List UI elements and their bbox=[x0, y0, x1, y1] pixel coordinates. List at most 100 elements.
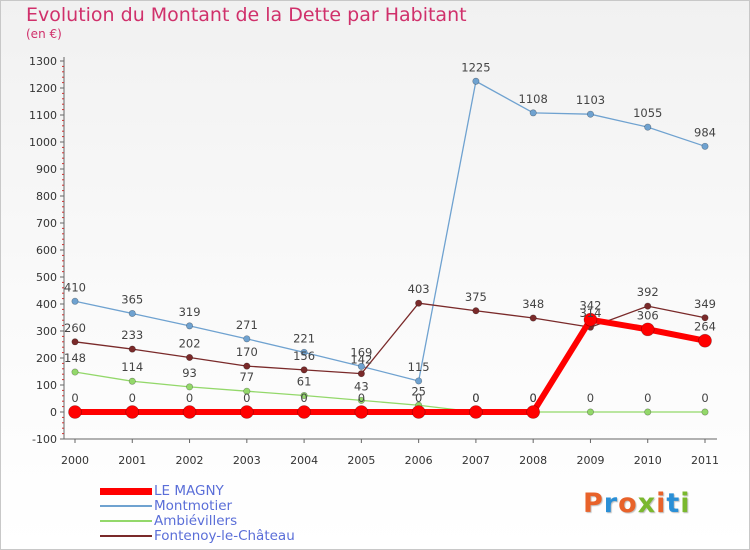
data-label: 93 bbox=[182, 366, 197, 380]
data-label: 0 bbox=[530, 391, 537, 405]
data-label: 0 bbox=[129, 391, 136, 405]
data-point bbox=[415, 299, 423, 307]
x-tick-label: 2002 bbox=[176, 454, 204, 467]
data-point bbox=[698, 333, 712, 348]
data-label: 1108 bbox=[519, 92, 548, 106]
x-tick-label: 2000 bbox=[61, 454, 89, 467]
data-point bbox=[71, 368, 79, 376]
data-point bbox=[469, 405, 483, 419]
legend-label: Fontenoy-le-Château bbox=[154, 528, 295, 544]
logo-letter: P bbox=[583, 488, 604, 519]
data-point bbox=[701, 142, 709, 150]
data-point bbox=[586, 110, 594, 118]
y-tick-label: 700 bbox=[36, 217, 57, 230]
y-tick-label: 0 bbox=[50, 406, 57, 419]
legend-swatch bbox=[100, 505, 152, 507]
data-point bbox=[583, 312, 598, 327]
data-label: 342 bbox=[579, 299, 601, 313]
data-point bbox=[357, 362, 365, 370]
data-point bbox=[71, 297, 79, 305]
data-label: 169 bbox=[350, 345, 372, 359]
data-label: 0 bbox=[415, 391, 422, 405]
data-point bbox=[125, 405, 140, 419]
data-label: 156 bbox=[293, 349, 315, 363]
data-point bbox=[701, 408, 709, 416]
data-point bbox=[243, 387, 251, 395]
data-point bbox=[186, 353, 194, 361]
logo-letter: i bbox=[656, 488, 667, 519]
legend-swatch bbox=[100, 487, 152, 495]
data-label: 348 bbox=[522, 297, 544, 311]
proxiti-logo: Proxiti bbox=[583, 488, 691, 519]
y-tick-label: 200 bbox=[36, 352, 57, 365]
y-tick-label: 900 bbox=[36, 163, 57, 176]
x-tick-label: 2003 bbox=[233, 454, 261, 467]
data-label: 306 bbox=[637, 308, 659, 322]
data-label: 349 bbox=[694, 297, 716, 311]
data-point bbox=[68, 405, 82, 419]
data-point bbox=[529, 109, 537, 117]
logo-letter: t bbox=[666, 488, 681, 519]
data-label: 1103 bbox=[576, 93, 605, 107]
data-point bbox=[526, 405, 540, 419]
data-point bbox=[411, 405, 426, 419]
data-label: 0 bbox=[587, 391, 594, 405]
data-point bbox=[128, 309, 136, 317]
data-label: 148 bbox=[64, 351, 86, 365]
x-tick-label: 2010 bbox=[634, 454, 662, 467]
data-label: 0 bbox=[530, 391, 537, 405]
data-label: 0 bbox=[358, 391, 365, 405]
data-point bbox=[354, 405, 369, 419]
y-tick-label: 500 bbox=[36, 271, 57, 284]
data-label: 264 bbox=[694, 320, 716, 334]
data-point bbox=[128, 345, 136, 353]
y-tick-label: 1000 bbox=[29, 136, 57, 149]
y-tick-label: 1200 bbox=[29, 82, 57, 95]
data-point bbox=[243, 362, 251, 370]
data-label: 392 bbox=[637, 285, 659, 299]
y-tick-label: 800 bbox=[36, 190, 57, 203]
data-label: 0 bbox=[472, 391, 479, 405]
data-point bbox=[644, 123, 652, 131]
data-point bbox=[300, 392, 308, 400]
data-point bbox=[529, 314, 537, 322]
x-tick-label: 2009 bbox=[576, 454, 604, 467]
data-point bbox=[243, 335, 251, 343]
data-label: 61 bbox=[297, 375, 312, 389]
data-label: 142 bbox=[350, 353, 372, 367]
data-label: 25 bbox=[411, 384, 426, 398]
logo-letter: x bbox=[637, 488, 657, 519]
data-label: 221 bbox=[293, 331, 315, 345]
data-point bbox=[128, 377, 136, 385]
y-tick-label: 1300 bbox=[29, 55, 57, 68]
data-label: 0 bbox=[243, 391, 250, 405]
legend-label: LE MAGNY bbox=[154, 483, 224, 499]
data-point bbox=[415, 377, 423, 385]
y-tick-label: 400 bbox=[36, 298, 57, 311]
data-label: 0 bbox=[701, 391, 708, 405]
data-point bbox=[357, 370, 365, 378]
data-label: 202 bbox=[179, 336, 201, 350]
data-point bbox=[71, 338, 79, 346]
data-label: 365 bbox=[121, 292, 143, 306]
data-label: 233 bbox=[121, 328, 143, 342]
data-label: 0 bbox=[71, 391, 78, 405]
series-line bbox=[72, 316, 708, 415]
legend-swatch bbox=[100, 520, 152, 522]
data-point bbox=[472, 77, 480, 85]
legend-label: Ambiévillers bbox=[154, 513, 238, 529]
x-tick-label: 2004 bbox=[290, 454, 318, 467]
logo-letter: i bbox=[680, 488, 691, 519]
y-tick-label: 1100 bbox=[29, 109, 57, 122]
x-tick-label: 2006 bbox=[405, 454, 433, 467]
data-label: 1055 bbox=[633, 106, 662, 120]
series-line bbox=[74, 302, 706, 375]
logo-letter: o bbox=[618, 488, 638, 519]
legend-label: Montmotier bbox=[154, 498, 233, 514]
data-label: 984 bbox=[694, 125, 716, 139]
data-point bbox=[300, 366, 308, 374]
x-tick-label: 2008 bbox=[519, 454, 547, 467]
data-label: 410 bbox=[64, 280, 86, 294]
data-point bbox=[300, 348, 308, 356]
